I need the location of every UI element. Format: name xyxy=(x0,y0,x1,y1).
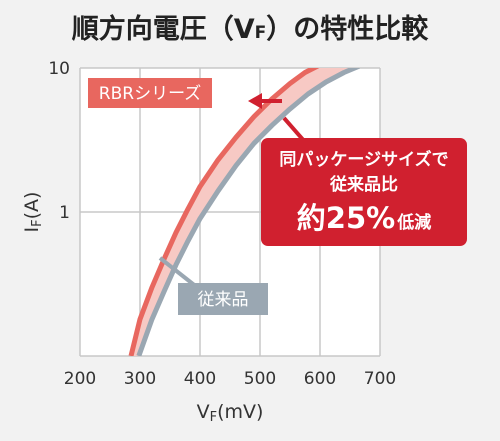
rbr-legend-box xyxy=(88,78,212,108)
callout-line-1: 同パッケージサイズで xyxy=(279,149,448,170)
x-axis-label-subscript: F xyxy=(210,410,217,425)
title-main: 順方向電圧（V xyxy=(72,13,255,45)
series-lines xyxy=(128,68,360,356)
y-axis-label: IF(A) xyxy=(21,192,45,233)
y-axis-label-unit: (A) xyxy=(21,192,43,220)
title-end: ）の特性比較 xyxy=(266,13,429,45)
chart-title: 順方向電圧（VF）の特性比較 xyxy=(72,13,430,45)
x-tick-label-700: 700 xyxy=(364,369,396,389)
conventional-legend-label: 従来品 xyxy=(198,290,249,310)
callout-box xyxy=(261,138,467,246)
title-subscript: F xyxy=(255,23,267,43)
y-tick-label-1: 1 xyxy=(59,203,70,223)
callout-line-2: 従来品比 xyxy=(329,174,398,195)
callout-percent: 約25% xyxy=(297,201,395,235)
y-tick-labels: 1 10 xyxy=(48,59,70,223)
x-tick-label-600: 600 xyxy=(304,369,336,389)
x-tick-label-500: 500 xyxy=(244,369,276,389)
x-tick-label-400: 400 xyxy=(184,369,216,389)
rbr-legend-label: RBRシリーズ xyxy=(99,84,201,104)
y-axis-label-subscript: F xyxy=(30,219,45,226)
x-tick-label-300: 300 xyxy=(124,369,156,389)
x-axis-label-main: V xyxy=(197,401,210,423)
x-axis-label-unit: (mV) xyxy=(217,401,263,423)
series-line-rbr xyxy=(128,68,320,356)
x-tick-label-200: 200 xyxy=(64,369,96,389)
y-tick-label-10: 10 xyxy=(48,59,70,79)
callout-reduction: 低減 xyxy=(396,212,431,233)
callout-line-3: 約25% 低減 xyxy=(297,201,431,235)
series-line-conventional xyxy=(136,68,360,356)
reduction-arrow-head xyxy=(248,93,262,109)
conventional-legend-box xyxy=(178,283,268,315)
y-axis-label-main: I xyxy=(21,227,43,233)
x-axis-label: VF(mV) xyxy=(197,401,264,425)
x-tick-labels: 200 300 400 500 600 700 xyxy=(64,369,396,389)
